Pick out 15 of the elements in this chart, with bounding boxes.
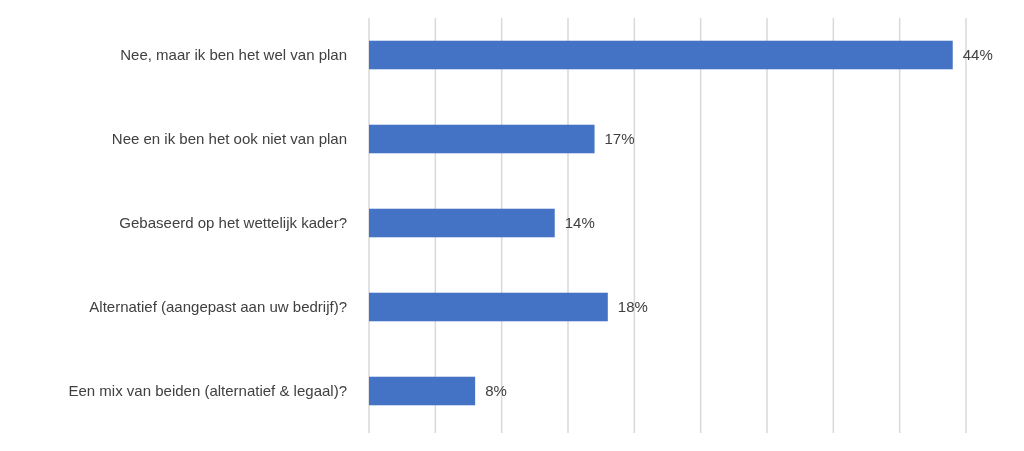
y-tick-label: Gebaseerd op het wettelijk kader?: [119, 214, 347, 232]
y-tick-label: Nee en ik ben het ook niet van plan: [111, 130, 347, 148]
data-label: 44%: [962, 46, 993, 64]
y-tick-label: Alternatief (aangepast aan uw bedrijf)?: [89, 298, 347, 316]
bar: [369, 208, 555, 238]
data-label: 17%: [604, 130, 635, 148]
data-label: 8%: [485, 382, 507, 400]
bar: [369, 376, 476, 406]
y-tick-label: Nee, maar ik ben het wel van plan: [120, 46, 347, 64]
bar: [369, 124, 595, 154]
data-label: 18%: [617, 298, 648, 316]
bar: [369, 40, 953, 70]
bar: [369, 292, 608, 322]
data-label: 14%: [564, 214, 595, 232]
y-tick-label: Een mix van beiden (alternatief & legaal)?: [68, 382, 347, 400]
